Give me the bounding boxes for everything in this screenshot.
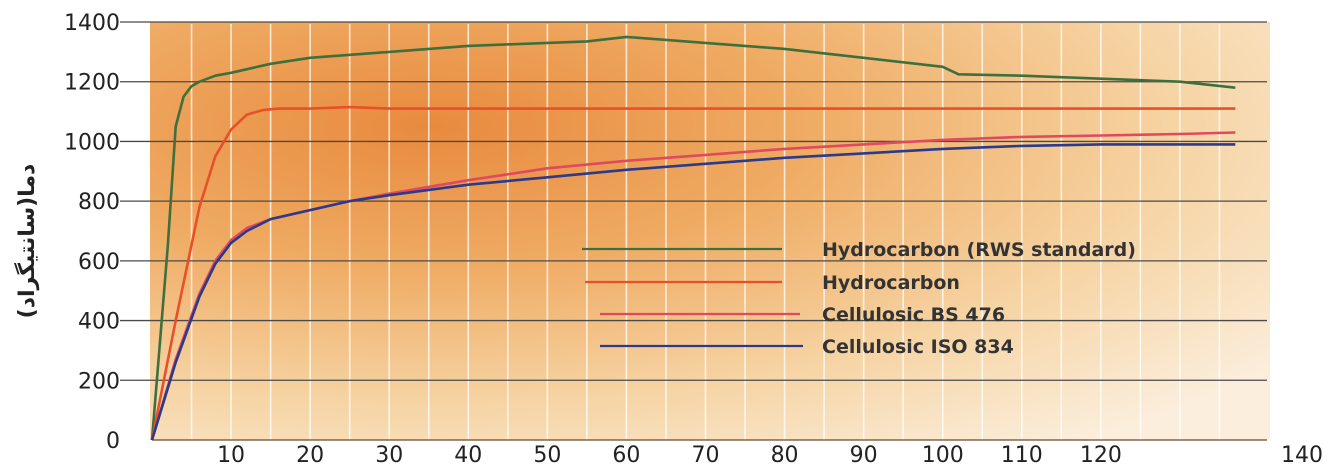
- y-axis-label: دما(سانتیگراد): [13, 164, 40, 319]
- x-tick-label: 30: [375, 443, 403, 466]
- legend-label: Hydrocarbon (RWS standard): [822, 239, 1136, 261]
- x-tick-label: 20: [296, 443, 324, 466]
- legend-label: Hydrocarbon: [822, 272, 960, 294]
- x-tick-label: 90: [850, 443, 878, 466]
- x-tick-label: 100: [922, 443, 964, 466]
- plot-background: [150, 22, 1270, 440]
- legend-label: Cellulosic ISO 834: [822, 336, 1014, 358]
- y-tick-label: 1200: [64, 71, 120, 96]
- x-tick-label: 110: [1001, 443, 1043, 466]
- y-tick-label: 800: [78, 190, 120, 215]
- x-tick-label: 120: [1080, 443, 1122, 466]
- y-axis: 0 200 400 600 800 1000 1200 1400: [64, 11, 120, 454]
- y-tick-label: 0: [106, 429, 120, 454]
- y-tick-label: 1400: [64, 11, 120, 36]
- legend-label: Cellulosic BS 476: [822, 304, 1005, 326]
- y-tick-label: 400: [78, 310, 120, 335]
- y-tick-label: 200: [78, 369, 120, 394]
- x-tick-label: 40: [454, 443, 482, 466]
- x-tick-label: 70: [692, 443, 720, 466]
- grid: [120, 21, 1267, 441]
- legend: Hydrocarbon (RWS standard) Hydrocarbon Cel…: [582, 239, 1136, 358]
- x-tick-label: 80: [771, 443, 799, 466]
- series-line: [150, 35, 1236, 441]
- x-tick-label: 140: [1281, 443, 1323, 466]
- x-axis: 10 20 30 40 50 60 70 80 90 100 110 120 140: [217, 443, 1323, 468]
- x-tick-label: 50: [533, 443, 561, 466]
- x-tick-label: 10: [217, 443, 245, 466]
- y-tick-label: 600: [78, 250, 120, 275]
- series-lines: [150, 35, 1236, 441]
- y-tick-label: 1000: [64, 130, 120, 155]
- series-line: [150, 105, 1236, 441]
- series-line: [150, 143, 1236, 441]
- series-line: [150, 131, 1236, 441]
- x-tick-label: 60: [612, 443, 640, 466]
